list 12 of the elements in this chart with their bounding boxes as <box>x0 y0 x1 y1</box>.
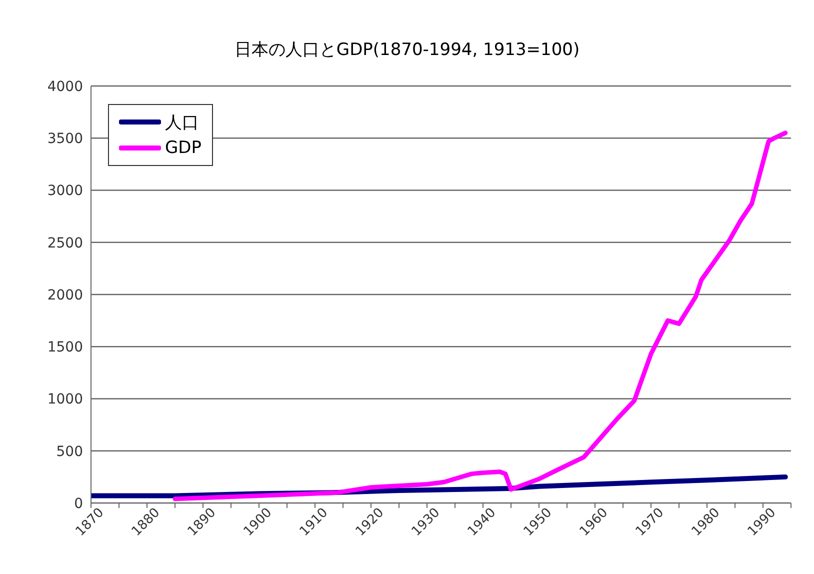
y-tick-label: 1500 <box>47 340 83 356</box>
y-tick-label: 3500 <box>47 131 83 148</box>
y-tick-label: 0 <box>74 496 83 512</box>
legend-label: GDP <box>165 138 202 158</box>
y-tick-label: 3000 <box>47 183 83 200</box>
y-tick-label: 1000 <box>47 392 83 408</box>
chart-title: 日本の人口とGDP(1870-1994, 1913=100) <box>233 39 581 61</box>
legend-label: 人口 <box>165 112 199 134</box>
y-tick-label: 4000 <box>47 78 83 95</box>
y-tick-label: 2500 <box>47 235 83 252</box>
y-tick-label: 500 <box>56 444 83 460</box>
y-tick-label: 2000 <box>47 287 83 304</box>
